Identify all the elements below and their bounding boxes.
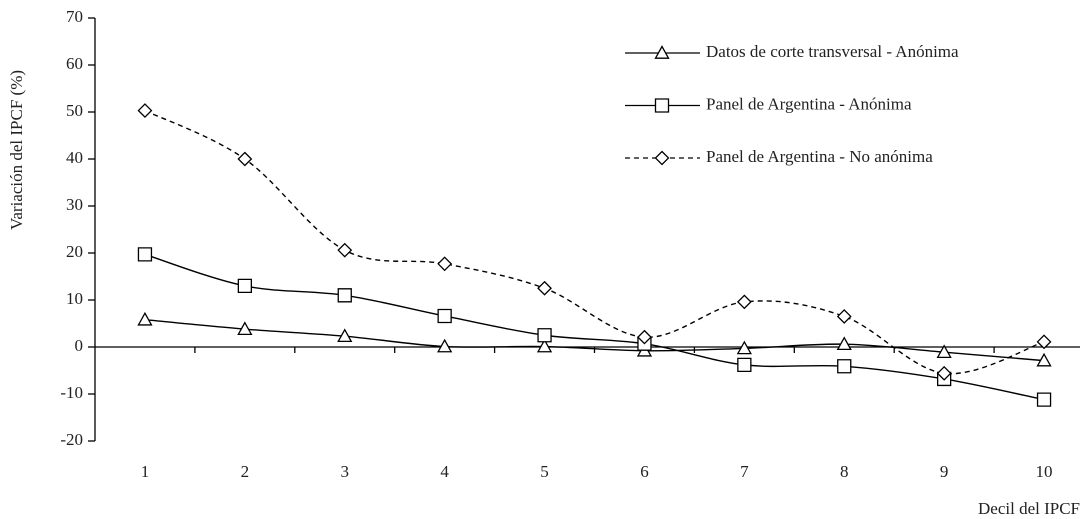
y-tick-label: 60 [66, 54, 83, 73]
legend-marker [654, 98, 670, 113]
data-point [437, 308, 452, 324]
data-point [536, 338, 553, 353]
series-line [144, 109, 1045, 375]
data-point [1036, 334, 1052, 350]
x-tick-label: 6 [640, 462, 649, 481]
legend-label: Datos de corte transversal - Anónima [706, 42, 959, 61]
data-point [237, 151, 253, 167]
y-tick-label: 70 [66, 7, 83, 26]
x-tick-label: 8 [840, 462, 849, 481]
data-point [137, 311, 153, 326]
y-tick-label: -20 [60, 430, 83, 449]
x-tick-label: 4 [440, 462, 449, 481]
x-tick-label: 7 [740, 462, 749, 481]
data-point [1036, 352, 1052, 367]
y-tick-label: 50 [66, 101, 83, 120]
data-point [637, 329, 652, 345]
series-line [144, 253, 1045, 401]
legend-marker [654, 45, 670, 59]
data-point [736, 294, 752, 310]
y-tick-label: -10 [60, 383, 83, 402]
data-point [836, 309, 852, 324]
data-point [437, 338, 453, 353]
data-point [936, 365, 952, 381]
legend-marker [654, 150, 670, 166]
legend-label: Panel de Argentina - Anónima [706, 94, 912, 113]
data-point [537, 328, 552, 343]
data-point [137, 103, 153, 119]
data-point [137, 247, 153, 262]
y-tick-label: 40 [66, 148, 83, 167]
data-point [237, 321, 253, 335]
x-axis-label: Decil del IPCF [978, 499, 1080, 518]
data-point [1036, 392, 1052, 407]
x-tick-label: 3 [341, 462, 350, 481]
data-point [337, 288, 352, 303]
y-tick-label: 20 [66, 242, 83, 261]
data-point [736, 340, 752, 355]
x-tick-label: 2 [241, 462, 250, 481]
legend-label: Panel de Argentina - No anónima [706, 147, 933, 166]
data-point [337, 242, 353, 258]
x-tick-label: 1 [141, 462, 150, 481]
x-tick-label: 10 [1036, 462, 1053, 481]
data-point [437, 256, 453, 272]
data-point [836, 336, 852, 351]
data-point [936, 344, 952, 359]
y-tick-label: 0 [75, 336, 84, 355]
y-tick-label: 30 [66, 195, 83, 214]
series-line [144, 319, 1045, 362]
y-axis-label: Variación del IPCF (%) [7, 70, 26, 230]
data-point [237, 278, 252, 294]
x-tick-label: 9 [940, 462, 949, 481]
data-point [837, 359, 852, 374]
data-point [537, 280, 552, 296]
data-point [337, 328, 353, 343]
data-point [737, 357, 752, 373]
y-tick-label: 10 [66, 289, 83, 308]
x-tick-label: 5 [540, 462, 549, 481]
